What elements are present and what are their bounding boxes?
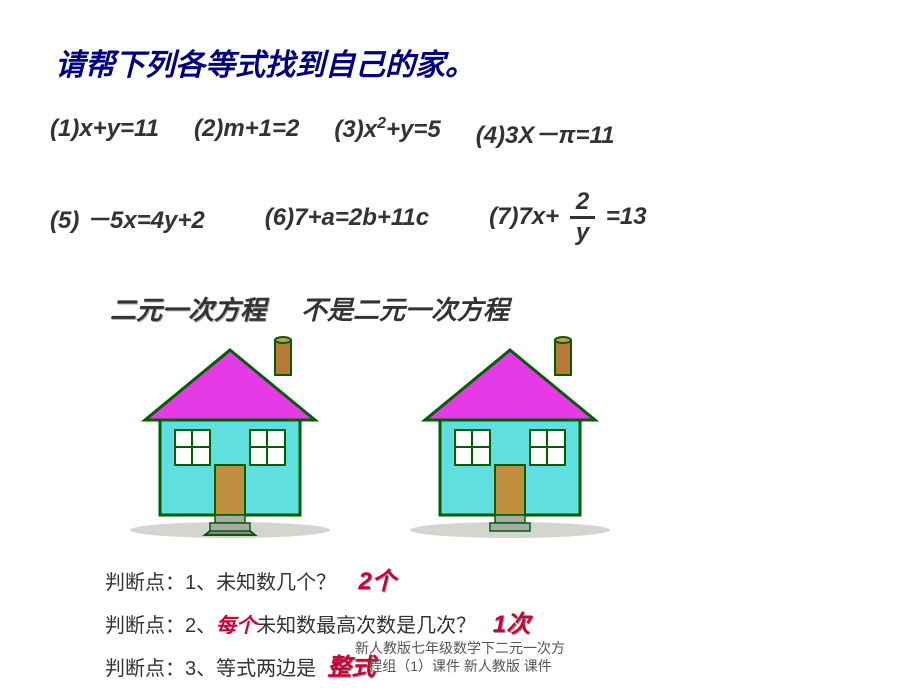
step-1 (495, 515, 525, 523)
eq-3-sup: 2 (377, 115, 386, 132)
label-right: 不是二元一次方程 (301, 290, 509, 327)
eq-1: (1)x+y=11 (50, 115, 159, 150)
chimney-top (555, 337, 571, 343)
footer-line-1: 新人教版七年级数学下二元一次方 (355, 639, 565, 657)
step-1 (215, 515, 245, 523)
eq-7-fraction: 2 y (570, 190, 595, 245)
door (495, 465, 525, 515)
equations-row-1: (1)x+y=11 (2)m+1=2 (3)x2+y=5 (4)3X－π=11 (50, 115, 614, 150)
house-right (400, 330, 620, 540)
page-title: 请帮下列各等式找到自己的家。 (55, 40, 475, 84)
j2-red: 每个 (216, 615, 256, 637)
step-2 (210, 523, 250, 531)
eq-3: (3)x2+y=5 (334, 115, 440, 150)
house-left (120, 330, 340, 540)
footer-caption: 新人教版七年级数学下二元一次方 程组（1）课件 新人教版 课件 (355, 639, 565, 675)
label-left: 二元一次方程 (110, 290, 266, 327)
eq-3-pre: (3)x (334, 116, 377, 143)
eq-7: (7)7x+ 2 y =13 (489, 190, 646, 245)
houses-container (120, 330, 620, 540)
eq-2: (2)m+1=2 (194, 115, 299, 150)
chimney (275, 340, 291, 375)
j3-pre: 判断点：3、等式两边是 (105, 658, 316, 680)
footer-line-2: 程组（1）课件 新人教版 课件 (355, 657, 565, 675)
j2-answer: 1次 (493, 611, 530, 638)
judgment-1: 判断点：1、未知数几个？ 2个 (105, 560, 530, 603)
eq-7-pre: (7)7x+ (489, 203, 559, 230)
eq-3-post: +y=5 (386, 116, 441, 143)
j2-pre: 判断点：2、 (105, 615, 216, 637)
eq-5: (5) －5x=4y+2 (50, 200, 205, 235)
eq-7-num: 2 (570, 190, 595, 219)
eq-7-den: y (576, 219, 589, 245)
chimney-top (275, 337, 291, 343)
j1-answer: 2个 (358, 568, 395, 595)
j2-post: 未知数最高次数是几次？ (256, 615, 476, 637)
step-2 (490, 523, 530, 531)
eq-7-post: =13 (606, 203, 647, 230)
chimney (555, 340, 571, 375)
j1-label: 判断点：1、未知数几个？ (105, 572, 336, 594)
eq-6: (6)7+a=2b+11c (265, 204, 429, 232)
door (215, 465, 245, 515)
house-labels: 二元一次方程 不是二元一次方程 (110, 290, 509, 327)
equations-row-2: (5) －5x=4y+2 (6)7+a=2b+11c (7)7x+ 2 y =1… (50, 190, 647, 245)
eq-4: (4)3X－π=11 (476, 115, 615, 150)
